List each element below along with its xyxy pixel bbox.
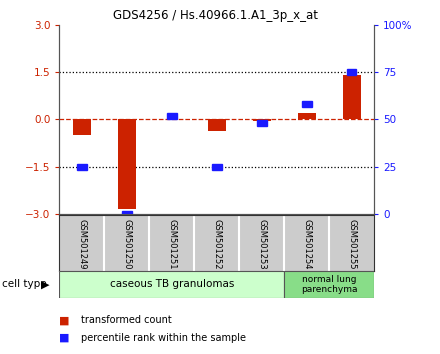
Text: ▶: ▶	[41, 279, 50, 290]
Text: caseous TB granulomas: caseous TB granulomas	[110, 279, 234, 290]
Bar	[167, 113, 177, 119]
Bar	[77, 164, 87, 170]
Bar	[257, 120, 267, 126]
Bar	[297, 113, 315, 119]
Bar	[118, 119, 136, 210]
Bar	[342, 75, 360, 119]
Bar	[73, 119, 91, 135]
Bar	[284, 271, 374, 298]
Text: GSM501254: GSM501254	[302, 219, 311, 269]
Bar	[208, 119, 226, 131]
Bar	[253, 119, 271, 121]
Text: GSM501249: GSM501249	[77, 219, 86, 269]
Text: GSM501250: GSM501250	[122, 219, 131, 269]
Text: percentile rank within the sample: percentile rank within the sample	[81, 333, 246, 343]
Text: GSM501251: GSM501251	[167, 219, 176, 269]
Text: normal lung
parenchyma: normal lung parenchyma	[301, 275, 357, 294]
Text: cell type: cell type	[2, 279, 47, 290]
Text: ■: ■	[59, 333, 70, 343]
Text: GSM501253: GSM501253	[257, 219, 266, 269]
Text: GSM501252: GSM501252	[212, 219, 221, 269]
Bar	[302, 102, 312, 107]
Bar	[347, 69, 356, 75]
Bar	[59, 271, 284, 298]
Text: GDS4256 / Hs.40966.1.A1_3p_x_at: GDS4256 / Hs.40966.1.A1_3p_x_at	[113, 9, 318, 22]
Bar	[122, 211, 132, 217]
Text: GSM501255: GSM501255	[347, 219, 356, 269]
Bar	[212, 164, 222, 170]
Text: transformed count: transformed count	[81, 315, 172, 325]
Text: ■: ■	[59, 315, 70, 325]
